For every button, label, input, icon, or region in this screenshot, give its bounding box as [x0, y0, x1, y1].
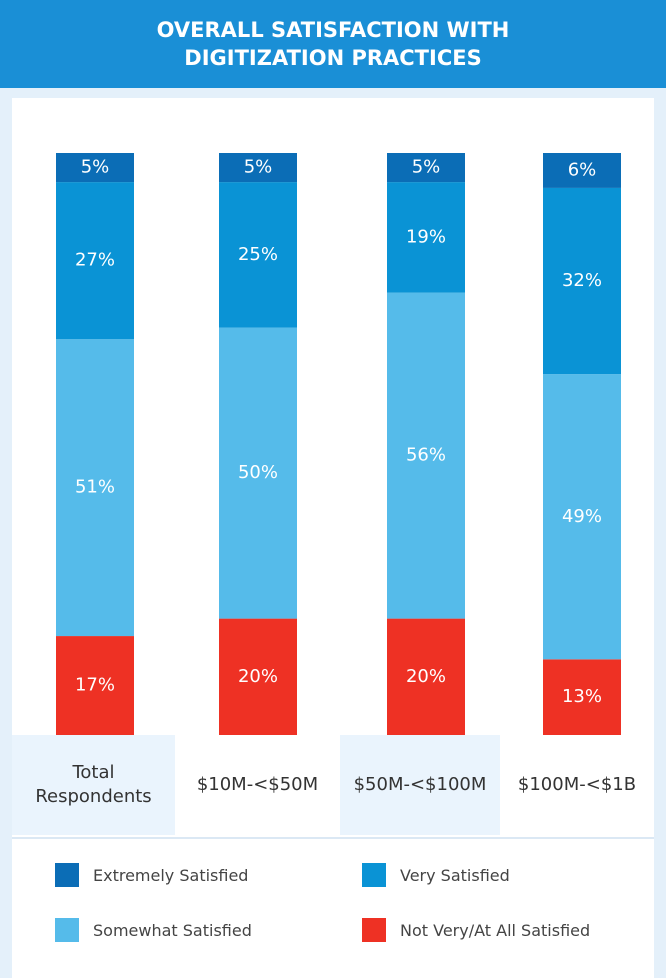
bar-segment [219, 153, 297, 183]
legend-label: Extremely Satisfied [93, 865, 249, 885]
legend-item: Very Satisfied [362, 863, 510, 887]
value-label: 51% [75, 477, 115, 498]
bar-segment [543, 153, 621, 188]
value-label: 25% [238, 244, 278, 265]
bar-segment [56, 636, 134, 735]
value-label: 19% [406, 226, 446, 247]
bar-segment [56, 153, 134, 183]
legend-item: Not Very/At All Satisfied [362, 918, 590, 942]
legend-swatch [55, 918, 79, 942]
bar-segment [387, 292, 465, 619]
bar-segment [543, 374, 621, 660]
value-label: 32% [562, 270, 602, 291]
category-label: $10M-<$50M [175, 735, 340, 835]
value-label: 13% [562, 686, 602, 707]
chart-title: OVERALL SATISFACTION WITH DIGITIZATION P… [156, 18, 510, 70]
bar-segment [219, 182, 297, 328]
bar-segment [56, 339, 134, 637]
value-label: 49% [562, 506, 602, 527]
value-label: 50% [238, 462, 278, 483]
legend-swatch [55, 863, 79, 887]
value-label: 5% [244, 157, 273, 178]
bar-segment [387, 618, 465, 735]
category-label: $50M-<$100M [340, 735, 500, 835]
bar-segment [387, 182, 465, 293]
bar-segment [219, 327, 297, 619]
legend-label: Not Very/At All Satisfied [400, 920, 591, 940]
legend-item: Somewhat Satisfied [55, 918, 252, 942]
value-label: 17% [75, 675, 115, 696]
value-label: 56% [406, 445, 446, 466]
value-label: 5% [412, 157, 441, 178]
legend-swatch [362, 863, 386, 887]
legend-item: Extremely Satisfied [55, 863, 248, 887]
value-label: 20% [238, 666, 278, 687]
legend-label: Very Satisfied [400, 865, 510, 885]
category-label: Total Respondents [12, 735, 175, 835]
bar-segment [543, 187, 621, 375]
bar-segment [56, 182, 134, 340]
value-label: 5% [81, 157, 110, 178]
legend-label: Somewhat Satisfied [93, 920, 252, 940]
bar-segment [387, 153, 465, 183]
bar-segment [543, 659, 621, 735]
legend: Extremely Satisfied Very Satisfied Somewha… [12, 837, 654, 978]
title-banner: OVERALL SATISFACTION WITH DIGITIZATION P… [0, 0, 666, 88]
value-label: 20% [406, 666, 446, 687]
value-label: 27% [75, 250, 115, 271]
bar-segment [219, 618, 297, 735]
category-label: $100M-<$1B [500, 735, 654, 835]
value-label: 6% [568, 159, 597, 180]
legend-swatch [362, 918, 386, 942]
